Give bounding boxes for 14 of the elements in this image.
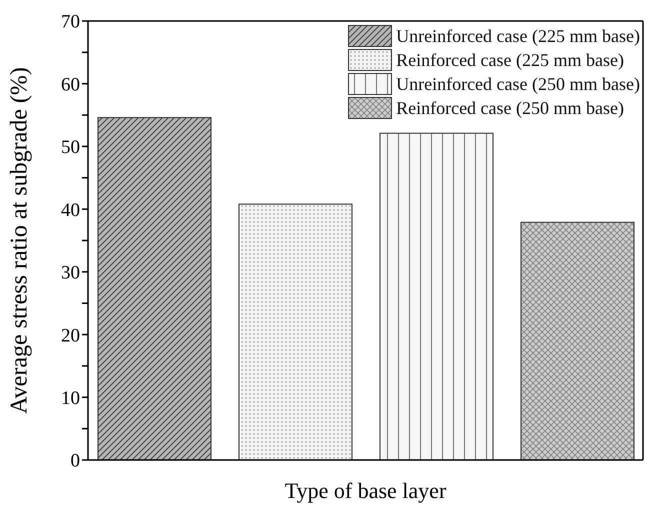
y-tick-label: 40 <box>61 200 80 221</box>
y-tick-label: 70 <box>61 12 80 33</box>
y-axis-title: Average stress ratio at subgrade (%) <box>6 67 33 414</box>
y-tick-label: 50 <box>61 137 80 158</box>
legend-label: Unreinforced case (250 mm base) <box>396 74 640 94</box>
x-axis-title: Type of base layer <box>284 478 447 503</box>
y-tick-label: 0 <box>70 450 80 472</box>
legend-label: Reinforced case (225 mm base) <box>396 50 624 70</box>
y-tick-label: 10 <box>61 388 80 410</box>
y-tick-label: 20 <box>61 325 80 346</box>
y-tick-label: 30 <box>61 262 80 284</box>
legend-label: Reinforced case (250 mm base) <box>396 98 624 118</box>
legend-label: Unreinforced case (225 mm base) <box>396 26 640 46</box>
y-tick-label: 60 <box>61 74 80 96</box>
